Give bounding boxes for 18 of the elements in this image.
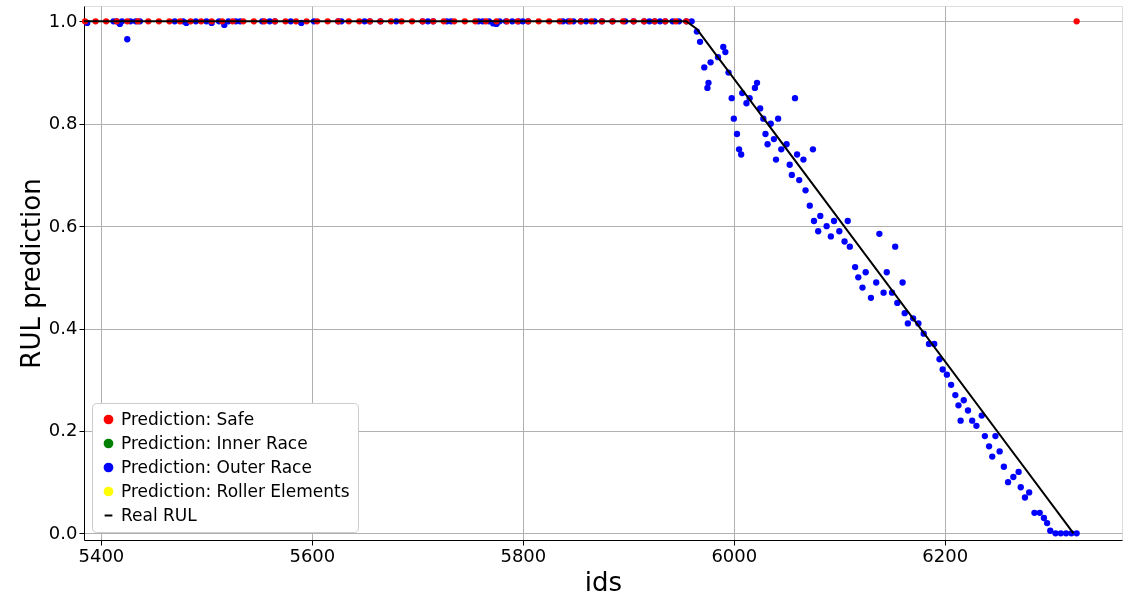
y-tick-label: 0.4 bbox=[48, 317, 78, 339]
y-tick-label: 1.0 bbox=[48, 9, 78, 31]
legend-label: Prediction: Outer Race bbox=[121, 456, 312, 477]
x-tick-label: 5400 bbox=[78, 544, 125, 566]
y-tick-label: 0.8 bbox=[48, 112, 78, 134]
legend-label: Prediction: Safe bbox=[121, 408, 255, 429]
y-tick-label: 0.0 bbox=[48, 521, 78, 543]
x-axis-title: ids bbox=[584, 566, 623, 597]
legend-label: Real RUL bbox=[121, 504, 198, 525]
y-tick-label: 0.6 bbox=[48, 214, 78, 236]
x-tick-label: 5800 bbox=[500, 544, 547, 566]
x-tick-label: 5600 bbox=[289, 544, 336, 566]
x-tick-label: 6200 bbox=[922, 544, 969, 566]
y-tick-label: 0.2 bbox=[48, 419, 78, 441]
legend-label: Prediction: Roller Elements bbox=[121, 480, 350, 501]
x-tick-label: 6000 bbox=[711, 544, 758, 566]
y-axis-title: RUL prediction bbox=[15, 178, 46, 369]
legend-label: Prediction: Inner Race bbox=[121, 432, 308, 453]
